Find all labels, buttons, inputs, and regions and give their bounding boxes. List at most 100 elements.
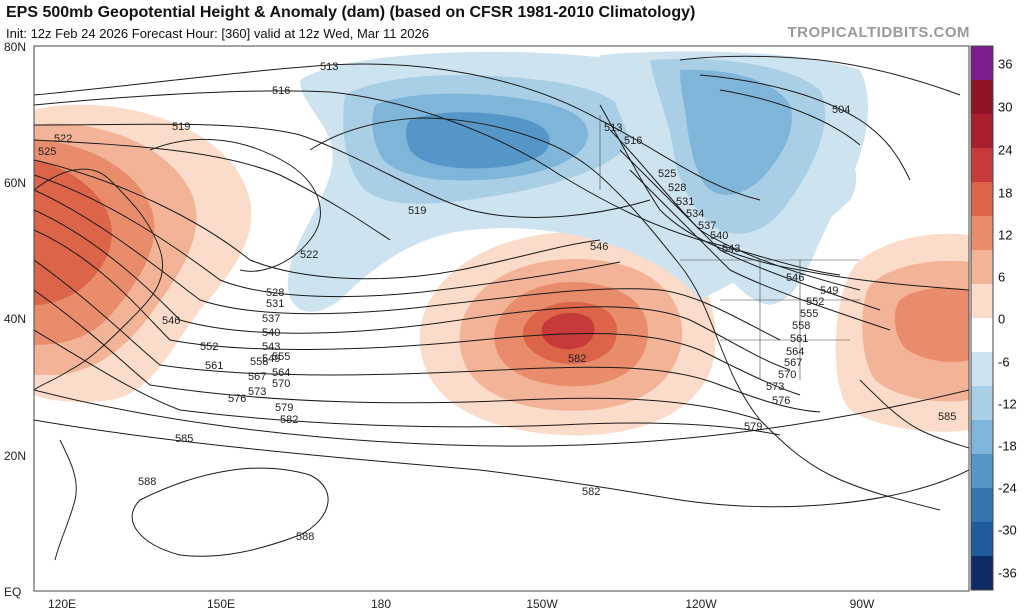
contour-label: 525 <box>658 168 676 180</box>
contour-label: 588 <box>296 531 314 543</box>
contour-label: 564 <box>272 367 290 379</box>
lat-label: 80N <box>4 40 27 54</box>
colorbar-swatch <box>971 148 993 182</box>
contour-label: 537 <box>698 220 716 232</box>
contour-label: 555 <box>800 308 818 320</box>
lon-label: 120E <box>47 597 77 611</box>
colorbar-tick: -30 <box>998 522 1017 538</box>
contour-label: 516 <box>624 135 642 147</box>
contour-label: 567 <box>784 357 802 369</box>
colorbar-swatch <box>971 216 993 250</box>
contour-label: 531 <box>266 298 284 310</box>
contour-label: 519 <box>172 121 190 133</box>
colorbar-tick: 0 <box>998 311 1006 327</box>
contour-label: 579 <box>744 421 762 433</box>
contour-label: 537 <box>262 313 280 325</box>
contour-line <box>34 389 969 447</box>
contour-label: 540 <box>262 327 280 339</box>
contour-line <box>34 209 791 371</box>
contour-line <box>34 229 801 396</box>
contour-label: 561 <box>790 333 808 345</box>
contour-label: 549 <box>820 285 838 297</box>
contour-label: 552 <box>200 341 218 353</box>
contour-line <box>699 74 911 181</box>
colorbar-tick: 12 <box>998 227 1013 243</box>
contour-line <box>34 419 969 508</box>
colorbar-swatch <box>971 454 993 488</box>
contour-label: 573 <box>248 386 266 398</box>
contour-label: 552 <box>806 296 824 308</box>
political-borders <box>599 115 860 380</box>
contour-line <box>599 104 969 291</box>
north-america-coast <box>309 117 941 511</box>
lon-label: 180 <box>370 597 392 611</box>
anomaly-eastern-us-ridge <box>835 233 969 432</box>
colorbar-tick: -36 <box>998 565 1017 581</box>
contour-label: 555 <box>272 351 290 363</box>
contour-line <box>34 139 391 241</box>
contour-label: 534 <box>686 208 704 220</box>
contour-line <box>34 329 781 436</box>
anomaly-east-asia-ridge <box>34 104 252 403</box>
map-title: EPS 500mb Geopotential Height & Anomaly … <box>6 4 696 21</box>
contour-label: 576 <box>772 395 790 407</box>
contour-label: 522 <box>54 133 72 145</box>
contour-label: 543 <box>722 243 740 255</box>
contour-line <box>34 63 761 201</box>
colorbar-tick: -12 <box>998 396 1017 412</box>
contour-label: 543 <box>262 341 280 353</box>
colorbar-swatch <box>971 386 993 420</box>
philippines-coast <box>54 439 77 561</box>
colorbar-swatch <box>971 284 993 318</box>
contour-label: 567 <box>248 371 266 383</box>
contour-label: 558 <box>250 356 268 368</box>
contour-label: 522 <box>300 249 318 261</box>
contour-label: 585 <box>938 411 956 423</box>
contour-label: 570 <box>272 378 290 390</box>
colorbar <box>970 45 994 591</box>
colorbar-swatch <box>971 488 993 522</box>
anomaly-canada-trough <box>600 51 869 306</box>
lat-label: EQ <box>4 585 22 599</box>
map-frame <box>33 45 970 592</box>
contour-line <box>131 467 329 557</box>
lat-label: 60N <box>4 176 27 190</box>
contour-label: 570 <box>778 369 796 381</box>
colorbar-tick: 30 <box>998 99 1013 115</box>
colorbar-swatch <box>971 352 993 386</box>
contour-line <box>34 189 781 341</box>
colorbar-swatch <box>971 182 993 216</box>
coastlines <box>34 55 969 561</box>
contour-label: 576 <box>228 393 246 405</box>
contour-label: 573 <box>766 381 784 393</box>
lon-label: 150E <box>206 597 236 611</box>
contour-label: 582 <box>582 486 600 498</box>
contour-line <box>719 89 861 146</box>
colorbar-tick: -18 <box>998 438 1017 454</box>
contour-label: 558 <box>792 320 810 332</box>
contour-label: 549 <box>262 353 280 365</box>
arctic-coast <box>679 55 961 96</box>
lon-label: 120W <box>685 597 717 611</box>
contour-label: 585 <box>175 433 193 445</box>
colorbar-tick: -24 <box>998 480 1017 496</box>
lat-label: 40N <box>4 312 27 326</box>
state-borders <box>720 260 860 380</box>
contour-label: 561 <box>205 360 223 372</box>
contour-label: 546 <box>162 315 180 327</box>
contour-line <box>34 159 601 280</box>
contour-label: 516 <box>272 85 290 97</box>
colorbar-swatch <box>971 556 993 590</box>
contour-label: 513 <box>604 122 622 134</box>
contour-line <box>34 90 841 276</box>
contour-label: 579 <box>275 402 293 414</box>
colorbar-swatch <box>971 114 993 148</box>
contour-label: 582 <box>280 414 298 426</box>
contour-line <box>34 259 821 413</box>
contour-label: 546 <box>590 241 608 253</box>
contour-label: 513 <box>320 61 338 73</box>
colorbar-swatch <box>971 80 993 114</box>
colorbar-swatch <box>971 522 993 556</box>
contour-label: 528 <box>266 287 284 299</box>
